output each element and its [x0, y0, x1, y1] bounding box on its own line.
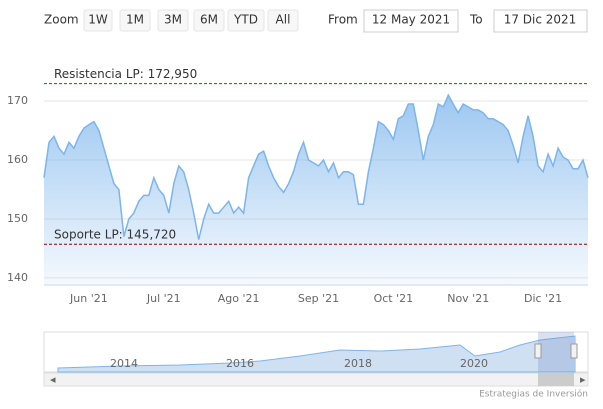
y-tick-label: 150: [7, 212, 28, 225]
range-button[interactable]: [157, 9, 189, 32]
range-button[interactable]: [193, 9, 225, 32]
to-input[interactable]: [493, 9, 588, 33]
range-button[interactable]: [119, 9, 151, 32]
range-button[interactable]: [227, 9, 265, 32]
zoom-label: Zoom: [44, 13, 79, 27]
from-label: From: [328, 13, 358, 27]
y-tick-label: 170: [7, 94, 28, 107]
navigator: ◂ ▸: [43, 331, 589, 387]
x-tick-label: Nov '21: [447, 292, 489, 305]
plot-line-label: Soporte LP: 145,720: [54, 228, 176, 242]
range-button-label[interactable]: 3M: [164, 13, 182, 27]
y-tick-label: 140: [7, 271, 28, 284]
svg-text:◂: ◂: [50, 373, 56, 386]
range-button-label[interactable]: 1M: [126, 13, 144, 27]
x-tick-label: Dic '21: [524, 292, 562, 305]
to-value[interactable]: 17 Dic 2021: [504, 13, 577, 27]
x-tick-label: Jun '21: [69, 292, 108, 305]
navigator-label: 2016: [226, 357, 254, 370]
from-input[interactable]: [363, 9, 459, 33]
plot-line-label: Resistencia LP: 172,950: [54, 67, 197, 81]
from-value[interactable]: 12 May 2021: [372, 13, 450, 27]
y-tick-label: 160: [7, 153, 28, 166]
range-button-label[interactable]: YTD: [233, 13, 258, 27]
area-line: [43, 93, 589, 240]
range-button-label[interactable]: 1W: [88, 13, 108, 27]
range-button[interactable]: [83, 9, 113, 32]
range-button-label[interactable]: 6M: [200, 13, 218, 27]
range-button[interactable]: [267, 9, 299, 32]
x-tick-label: Ago '21: [218, 292, 260, 305]
x-tick-label: Sep '21: [298, 292, 339, 305]
svg-text:▸: ▸: [580, 373, 586, 386]
to-label: To: [469, 13, 483, 27]
navigator-label: 2014: [110, 357, 138, 370]
range-button-label[interactable]: All: [276, 13, 291, 27]
area-fill: [44, 95, 588, 285]
navigator-label: 2020: [460, 357, 488, 370]
x-tick-label: Oct '21: [374, 292, 414, 305]
credits: Estrategias de Inversión: [479, 389, 588, 400]
navigator-label: 2018: [344, 357, 372, 370]
x-tick-label: Jul '21: [146, 292, 181, 305]
